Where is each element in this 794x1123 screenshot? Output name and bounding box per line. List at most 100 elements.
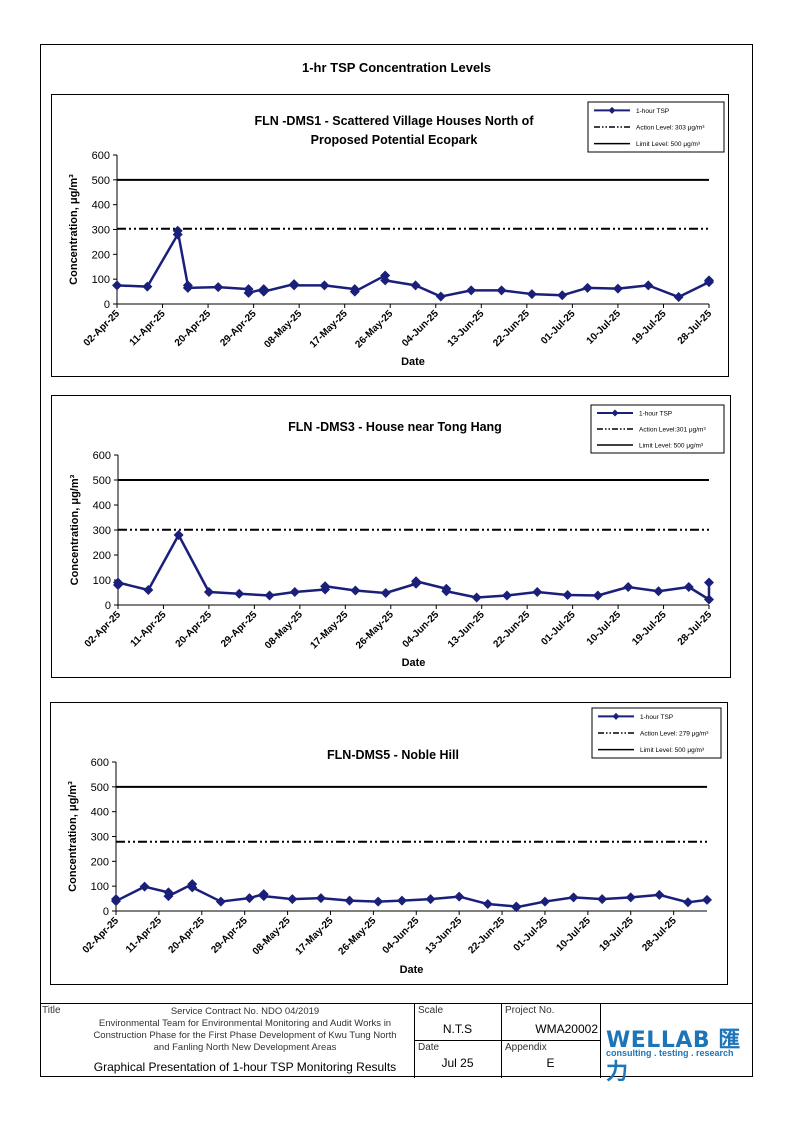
y-tick-label: 500 (93, 475, 111, 487)
drawing-title: Graphical Presentation of 1-hour TSP Mon… (93, 1060, 397, 1074)
contract-line: Service Contract No. NDO 04/2019 (170, 1006, 320, 1017)
data-point (654, 889, 665, 900)
data-point (682, 897, 693, 908)
data-point (289, 587, 300, 597)
legend-label: 1-hour TSP (640, 714, 673, 721)
data-point (702, 894, 712, 905)
page-frame (40, 44, 753, 1077)
appendix-label: Appendix (505, 1042, 547, 1053)
chart-dms1: FLN -DMS1 - Scattered Village Houses Nor… (51, 94, 729, 377)
date-label: Date (418, 1042, 440, 1053)
data-point (172, 225, 183, 236)
data-point (643, 280, 654, 291)
data-point (111, 896, 121, 907)
data-point (344, 895, 355, 906)
data-point (410, 280, 421, 291)
y-tick-label: 400 (92, 200, 110, 212)
title-label: Title (42, 1005, 61, 1016)
data-point (526, 289, 537, 300)
data-point (258, 286, 269, 297)
data-point (215, 896, 226, 907)
chart-dms5: FLN-DMS5 - Noble Hill 0 100 200 300 400 500 600… (50, 702, 728, 985)
data-point (582, 282, 593, 293)
date-value: Jul 25 (441, 1056, 474, 1070)
data-point (625, 892, 636, 903)
data-point (673, 292, 684, 303)
chart-title: FLN -DMS1 - Scattered Village Houses Nor… (255, 114, 535, 128)
data-point (623, 582, 634, 592)
y-tick-label: 300 (92, 225, 110, 237)
y-tick-label: 100 (92, 274, 110, 286)
y-tick-label: 400 (93, 500, 111, 512)
data-point (568, 892, 579, 903)
chart-title: FLN -DMS3 - House near Tong Hang (288, 420, 502, 434)
wellab-tagline: consulting . testing . research (606, 1048, 734, 1058)
y-tick-label: 600 (93, 450, 111, 462)
data-point (142, 281, 153, 292)
data-point (683, 582, 694, 592)
data-point (373, 896, 384, 907)
chart-title: Proposed Potential Ecopark (311, 133, 478, 147)
data-point (471, 592, 482, 603)
tsp-series-line (114, 882, 708, 909)
data-point (482, 899, 493, 910)
x-axis-label: Date (402, 657, 426, 669)
x-axis-label: Date (401, 356, 425, 368)
data-point (704, 577, 714, 588)
data-point (435, 291, 446, 302)
contract-line: Environmental Team for Environmental Mon… (98, 1018, 392, 1029)
legend-marker (608, 106, 616, 114)
scale-label: Scale (418, 1005, 444, 1016)
chart-dms3: FLN -DMS3 - House near Tong Hang 0 100 200 3… (51, 395, 731, 678)
data-point (562, 590, 573, 600)
data-point (612, 283, 623, 294)
contract-description: Service Contract No. NDO 04/2019 Environ… (80, 1006, 410, 1054)
data-point (113, 577, 123, 588)
y-tick-label: 0 (103, 906, 109, 918)
data-point (466, 285, 477, 296)
y-axis-label: Concentration, μg/m³ (68, 174, 80, 285)
y-axis-label: Concentration, μg/m³ (69, 474, 81, 585)
y-tick-label: 500 (91, 782, 109, 794)
chart-title: FLN-DMS5 - Noble Hill (327, 748, 459, 762)
data-point (454, 891, 465, 902)
legend-label: Action Level: 303 μg/m³ (636, 125, 705, 132)
legend-label: Limit Level: 500 μg/m³ (639, 443, 704, 450)
legend-label: 1-hour TSP (639, 411, 672, 418)
scale-value: N.T.S (442, 1022, 473, 1036)
data-point (182, 282, 193, 293)
y-tick-label: 200 (92, 249, 110, 261)
data-point (411, 576, 422, 587)
y-tick-label: 500 (92, 175, 110, 187)
y-tick-label: 100 (93, 575, 111, 587)
legend-label: 1-hour TSP (636, 108, 669, 115)
chart-svg: FLN-DMS5 - Noble Hill 0 100 200 300 400 500 600… (50, 702, 728, 985)
data-point (597, 894, 608, 905)
contract-line: Construction Phase for the First Phase D… (93, 1030, 397, 1041)
data-point (380, 275, 391, 286)
data-point (173, 530, 184, 540)
data-point (496, 285, 507, 296)
y-tick-label: 100 (91, 881, 109, 893)
y-tick-label: 300 (93, 525, 111, 537)
data-point (704, 594, 714, 605)
data-point (315, 893, 326, 904)
data-point (203, 587, 214, 597)
project-label: Project No. (505, 1005, 555, 1016)
legend-marker (611, 409, 619, 417)
data-point (441, 586, 452, 597)
data-point (319, 280, 330, 291)
legend-label: Limit Level: 500 μg/m³ (636, 141, 701, 148)
data-point (501, 590, 512, 601)
legend-label: Limit Level: 500 μg/m³ (640, 747, 705, 754)
legend-label: Action Level:301 μg/m³ (639, 427, 706, 434)
data-point (258, 891, 269, 902)
y-tick-label: 400 (91, 807, 109, 819)
data-point (287, 894, 298, 905)
data-point (163, 891, 174, 902)
data-point (396, 895, 407, 906)
data-point (557, 290, 568, 301)
project-value: WMA20002 (535, 1022, 598, 1036)
y-tick-label: 200 (93, 550, 111, 562)
data-point (704, 275, 714, 286)
